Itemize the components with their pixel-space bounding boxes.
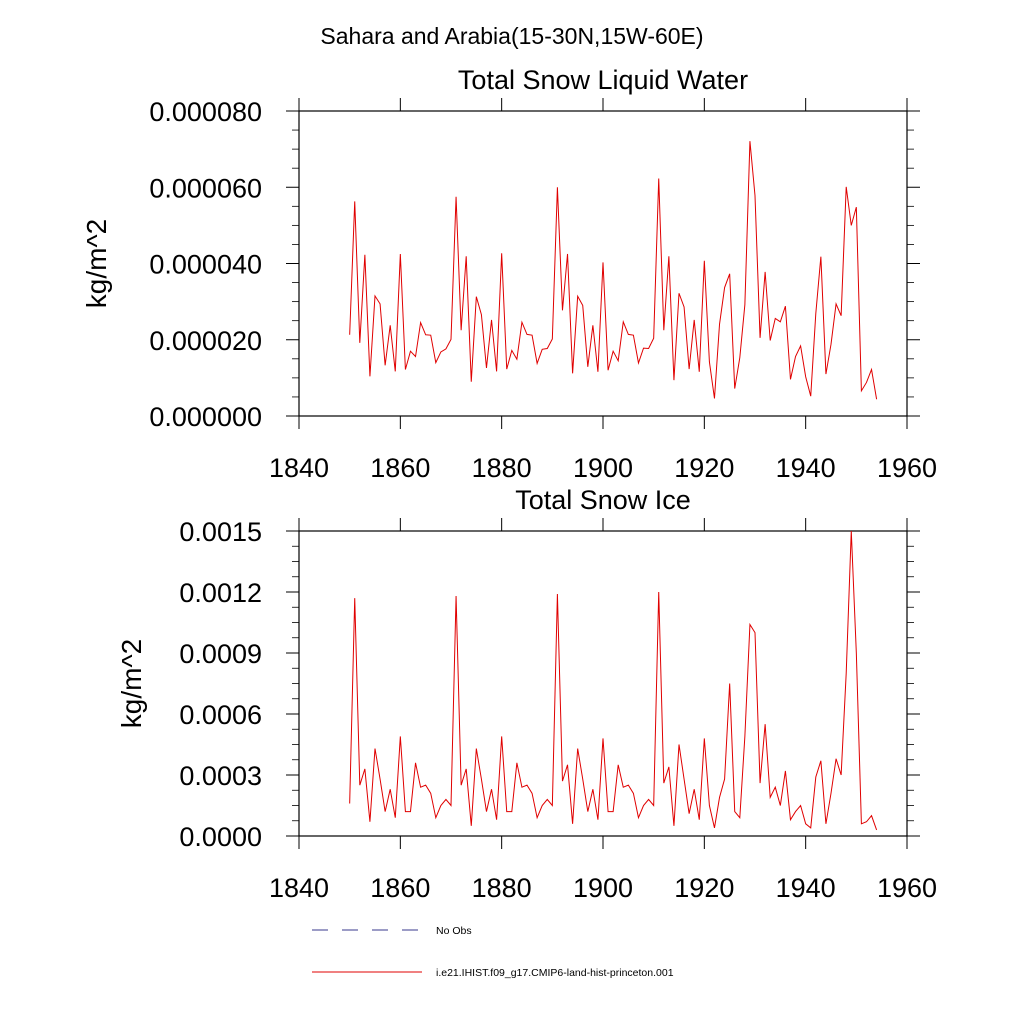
x-tick-label: 1880 xyxy=(472,453,532,483)
y-tick-label: 0.0003 xyxy=(179,761,262,791)
x-tick-label: 1880 xyxy=(472,873,532,903)
y-tick-label: 0.000080 xyxy=(149,97,262,127)
x-tick-label: 1940 xyxy=(776,453,836,483)
y-tick-label: 0.0015 xyxy=(179,517,262,547)
figure-title: Sahara and Arabia(15-30N,15W-60E) xyxy=(320,23,703,49)
y-axis-label: kg/m^2 xyxy=(81,219,112,308)
y-axis-label: kg/m^2 xyxy=(116,639,147,728)
y-tick-label: 0.0006 xyxy=(179,700,262,730)
x-tick-label: 1840 xyxy=(269,873,329,903)
x-tick-label: 1860 xyxy=(370,453,430,483)
y-tick-label: 0.0009 xyxy=(179,639,262,669)
panel-total-snow-liquid-water: Total Snow Liquid Water kg/m^2 1840 1860 188… xyxy=(81,65,937,483)
series-line xyxy=(349,141,878,400)
x-tick-label: 1920 xyxy=(674,873,734,903)
x-tick-label: 1940 xyxy=(776,873,836,903)
x-tick-label: 1900 xyxy=(573,453,633,483)
y-tick-label: 0.0012 xyxy=(179,578,262,608)
chart-title: Total Snow Ice xyxy=(515,485,691,515)
legend: No Obs i.e21.IHIST.f09_g17.CMIP6-land-hi… xyxy=(312,925,674,979)
y-tick-label: 0.000040 xyxy=(149,250,262,280)
y-tick-label: 0.0000 xyxy=(179,822,262,852)
panel-total-snow-ice: Total Snow Ice kg/m^2 1840 1860 1880 1900 1920… xyxy=(116,485,937,903)
x-tick-label: 1840 xyxy=(269,453,329,483)
x-tick-label: 1960 xyxy=(877,873,937,903)
y-tick-label: 0.000000 xyxy=(149,402,262,432)
legend-label-no-obs: No Obs xyxy=(436,925,472,937)
chart-title: Total Snow Liquid Water xyxy=(458,65,748,95)
legend-label-model-run: i.e21.IHIST.f09_g17.CMIP6-land-hist-prin… xyxy=(436,967,674,979)
x-tick-label: 1960 xyxy=(877,453,937,483)
x-tick-label: 1920 xyxy=(674,453,734,483)
y-tick-label: 0.000060 xyxy=(149,173,262,203)
x-tick-label: 1860 xyxy=(370,873,430,903)
y-tick-label: 0.000020 xyxy=(149,326,262,356)
series-line xyxy=(349,530,878,831)
x-tick-label: 1900 xyxy=(573,873,633,903)
